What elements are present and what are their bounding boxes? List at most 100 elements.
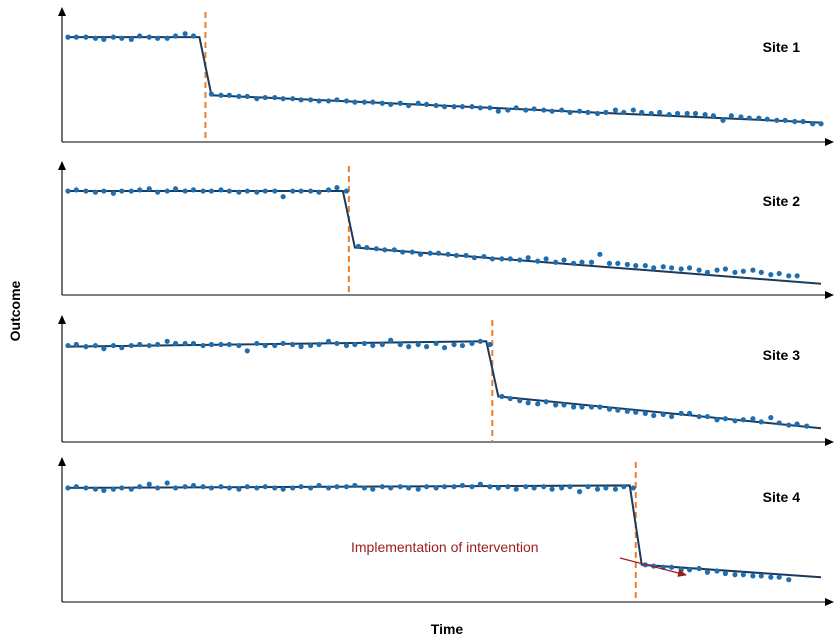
data-point [280, 194, 286, 200]
data-point [400, 249, 406, 255]
data-point [352, 99, 358, 105]
data-point [92, 35, 99, 41]
data-point [738, 114, 744, 120]
data-point [92, 189, 99, 195]
data-point [732, 269, 738, 275]
data-point [615, 407, 621, 413]
data-point [531, 106, 537, 112]
data-point [182, 340, 188, 347]
data-point [200, 342, 206, 349]
data-point [236, 486, 242, 492]
data-point [146, 481, 152, 487]
data-point [594, 486, 601, 492]
data-point [588, 259, 595, 265]
data-point [110, 34, 116, 40]
data-point [146, 186, 152, 192]
data-point [740, 268, 746, 274]
data-point [714, 267, 720, 273]
data-point [487, 341, 493, 348]
data-point [639, 109, 645, 115]
data-point [172, 340, 179, 347]
data-point [559, 107, 565, 113]
data-point [535, 401, 541, 407]
data-point [732, 572, 738, 578]
data-point [101, 487, 107, 493]
data-point [352, 341, 358, 348]
data-point [704, 569, 711, 575]
data-point [686, 410, 693, 416]
data-point [612, 486, 619, 492]
data-point [543, 399, 549, 405]
data-point [397, 484, 403, 490]
data-point [280, 486, 286, 492]
data-point [477, 481, 483, 487]
data-point [290, 188, 296, 194]
data-point [417, 251, 424, 257]
data-point [325, 338, 332, 344]
data-point [722, 570, 728, 577]
data-point [101, 188, 107, 194]
data-point [585, 484, 591, 490]
data-point [487, 105, 493, 111]
data-point [657, 109, 663, 115]
data-point [559, 485, 565, 491]
data-point [624, 261, 630, 268]
data-point [379, 100, 385, 106]
site-label: Site 1 [763, 39, 801, 55]
data-point [732, 418, 738, 424]
data-point [660, 264, 666, 270]
data-point [669, 265, 675, 271]
data-point [382, 247, 388, 253]
data-point [704, 413, 711, 420]
data-point [481, 253, 487, 260]
data-point [651, 265, 657, 271]
data-point [764, 116, 770, 122]
data-point [146, 342, 152, 349]
data-point [487, 484, 493, 490]
data-point [73, 34, 79, 40]
data-point [92, 342, 99, 349]
data-point [489, 256, 495, 262]
data-point [83, 188, 89, 194]
data-point [804, 423, 810, 429]
data-point [576, 489, 583, 495]
data-point [190, 187, 197, 193]
data-point [73, 341, 79, 348]
data-point [750, 416, 756, 422]
data-point [433, 102, 439, 109]
data-point [164, 188, 170, 194]
data-point [73, 484, 79, 490]
data-point [272, 342, 278, 349]
data-point [361, 340, 368, 347]
fitted-line [67, 484, 822, 579]
data-point [308, 342, 314, 349]
data-point [686, 567, 693, 573]
data-point [200, 484, 206, 490]
data-point [190, 33, 197, 39]
data-point [218, 484, 224, 490]
data-point [137, 33, 143, 39]
data-point [786, 422, 792, 428]
data-point [388, 485, 394, 491]
data-point [633, 263, 639, 269]
data-point [553, 402, 559, 408]
data-point [415, 341, 421, 348]
data-point [696, 413, 702, 420]
data-point [710, 113, 717, 119]
data-point [651, 412, 657, 419]
data-point [361, 99, 368, 105]
data-point [119, 345, 125, 351]
data-point [776, 420, 782, 426]
data-point [684, 110, 690, 117]
data-point [570, 404, 577, 410]
data-point [226, 485, 232, 491]
data-point [459, 482, 466, 489]
data-point [477, 105, 483, 111]
data-point [290, 96, 296, 102]
data-point [597, 404, 603, 410]
data-point [499, 393, 505, 400]
data-point [343, 188, 350, 194]
data-point [370, 99, 376, 105]
data-point [244, 484, 250, 490]
data-point [525, 255, 531, 261]
